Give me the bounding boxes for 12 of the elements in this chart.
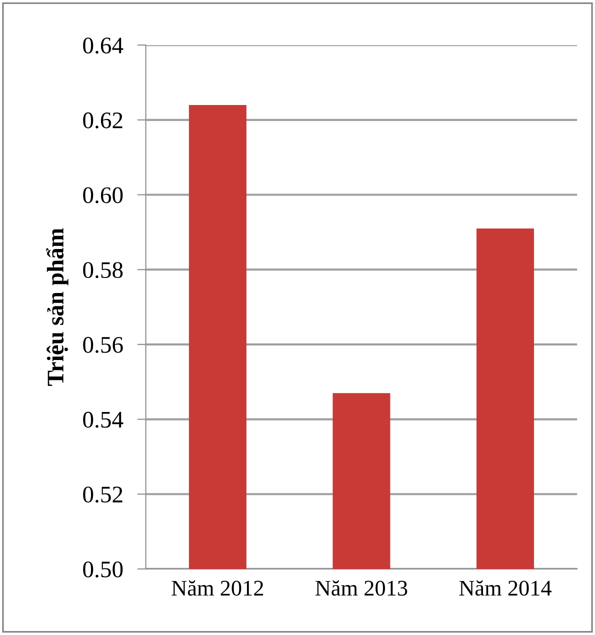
y-tick-label: 0.60 — [83, 187, 123, 204]
y-tick-label: 0.54 — [83, 412, 124, 428]
y-tick-label: 0.64 — [83, 38, 124, 54]
y-tick-label: 0.58 — [83, 262, 123, 278]
y-tick-label: 0.50 — [83, 561, 123, 578]
y-tick-label: 0.56 — [83, 336, 123, 353]
y-axis-title: Triệu sản phẩm — [46, 228, 68, 386]
x-tick-label: Năm 2014 — [459, 580, 552, 596]
x-tick-label: Năm 2012 — [172, 580, 264, 596]
y-tick-label: 0.62 — [83, 112, 122, 128]
x-tick-label: Năm 2013 — [316, 580, 408, 596]
y-tick-label: 0.52 — [83, 486, 122, 503]
